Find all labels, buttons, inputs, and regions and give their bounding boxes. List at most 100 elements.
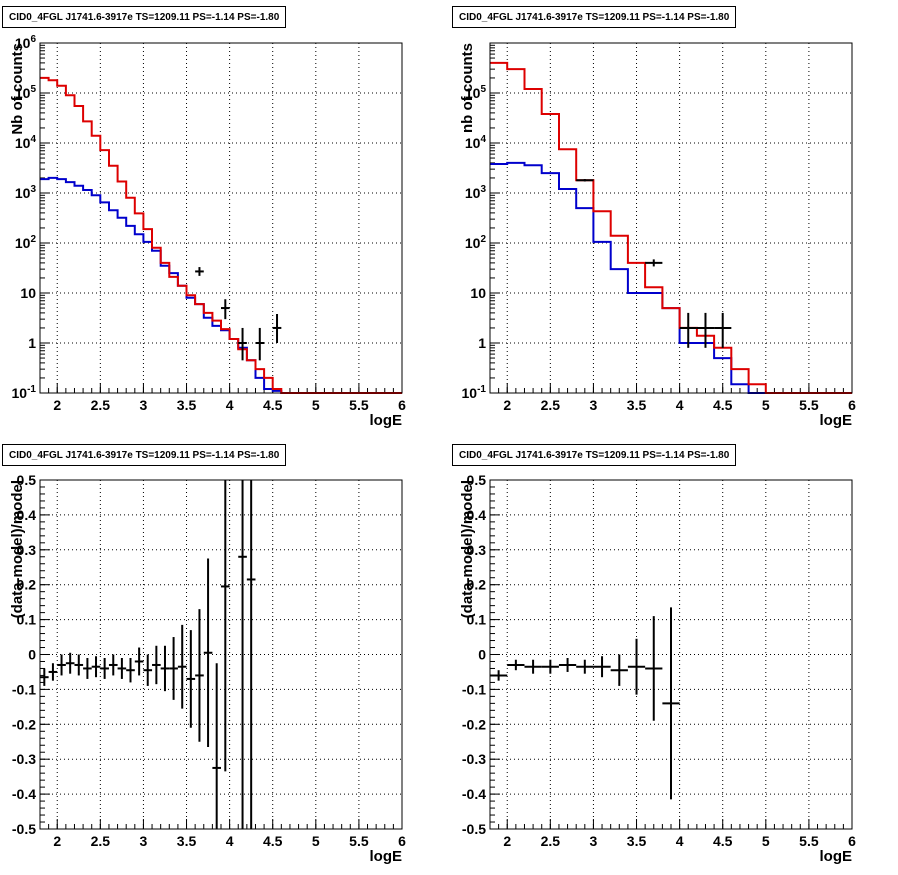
residual-point [645, 616, 663, 721]
y-tick-label: 10 [470, 285, 486, 301]
plot-frame [39, 479, 403, 830]
x-tick-label: 6 [398, 833, 406, 849]
x-tick-label: 3 [590, 397, 598, 413]
x-tick-label: 4.5 [263, 397, 283, 413]
x-tick-label: 2.5 [91, 833, 111, 849]
y-axis-title: nb of counts [459, 43, 476, 133]
plot-title-bottom-right: CID0_4FGL J1741.6-3917e TS=1209.11 PS=-1… [452, 444, 737, 466]
y-tick-label: 10-1 [462, 384, 487, 401]
x-axis-title: logE [820, 848, 853, 865]
x-tick-label: 2.5 [91, 397, 111, 413]
residual-point [221, 480, 230, 772]
y-tick-label: 10-1 [12, 384, 37, 401]
y-tick-label: 10 [20, 285, 36, 301]
y-tick-label: -0.3 [12, 751, 36, 767]
residual-point [246, 480, 256, 829]
y-tick-label: 0.1 [467, 612, 487, 628]
residual-point [203, 558, 213, 747]
y-tick-label: 1 [28, 335, 36, 351]
x-tick-label: 3.5 [177, 397, 197, 413]
residual-point [593, 656, 611, 678]
y-axis-title: Nb of counts [9, 43, 26, 135]
x-tick-label: 5 [312, 397, 320, 413]
plot-frame [39, 42, 403, 394]
data-point [221, 299, 230, 320]
plot-frame [489, 479, 853, 830]
data-point [645, 259, 663, 267]
residual-point [65, 652, 75, 674]
residual-point [169, 637, 178, 700]
histogram-series-1 [490, 61, 852, 394]
data-point [238, 327, 247, 361]
x-tick-label: 5.5 [349, 833, 369, 849]
x-tick-label: 6 [848, 397, 856, 413]
y-tick-label: 0.5 [467, 472, 487, 488]
y-tick-label: 102 [15, 234, 37, 251]
y-tick-label: 0.1 [17, 612, 37, 628]
plot-title-top-right: CID0_4FGL J1741.6-3917e TS=1209.11 PS=-1… [452, 6, 737, 28]
residual-point [627, 638, 646, 695]
residual-point [48, 663, 58, 681]
y-tick-label: 0.4 [467, 507, 487, 523]
x-tick-label: 3.5 [177, 833, 197, 849]
residual-point [524, 659, 542, 674]
y-tick-label: 104 [465, 134, 487, 151]
x-tick-label: 4.5 [713, 833, 733, 849]
x-tick-label: 6 [848, 833, 856, 849]
residual-point [126, 657, 135, 683]
y-tick-label: 0.4 [17, 507, 37, 523]
residual-point [83, 657, 92, 679]
x-tick-label: 6 [398, 397, 406, 413]
histogram-series-0 [490, 161, 852, 394]
residual-point [195, 609, 204, 742]
y-tick-label: 0.3 [17, 542, 37, 558]
residual-point [238, 480, 247, 829]
data-point [272, 314, 282, 343]
x-axis-title: logE [820, 412, 853, 429]
histogram-series-1 [40, 76, 402, 394]
x-tick-label: 3 [140, 833, 148, 849]
x-tick-label: 4 [226, 397, 234, 413]
x-tick-label: 2 [53, 833, 61, 849]
y-tick-label: 104 [15, 134, 37, 151]
residual-point [74, 654, 84, 676]
y-tick-label: 1 [478, 335, 486, 351]
y-tick-label: -0.2 [12, 716, 36, 732]
residual-point [91, 656, 101, 678]
residual-point [134, 647, 144, 676]
residual-point [541, 659, 559, 674]
y-tick-label: 0.2 [467, 577, 487, 593]
y-axis-title: (data-model)/model [9, 480, 26, 618]
residual-point [108, 654, 118, 676]
y-tick-label: 103 [15, 184, 37, 201]
y-tick-label: -0.2 [462, 716, 486, 732]
x-tick-label: 3.5 [627, 397, 647, 413]
data-point [714, 312, 732, 348]
plot-title-top-left: CID0_4FGL J1741.6-3917e TS=1209.11 PS=-1… [2, 6, 287, 28]
x-tick-label: 5 [762, 833, 770, 849]
y-tick-label: -0.5 [12, 821, 36, 837]
x-tick-label: 5 [312, 833, 320, 849]
x-axis-title: logE [370, 848, 403, 865]
x-tick-label: 3 [140, 397, 148, 413]
residual-point [212, 663, 221, 829]
y-tick-label: -0.1 [462, 681, 486, 697]
x-tick-label: 4 [676, 397, 684, 413]
x-tick-label: 4.5 [713, 397, 733, 413]
residual-point [662, 607, 680, 800]
y-tick-label: 0 [28, 647, 36, 663]
residual-point [143, 654, 153, 686]
residual-point [177, 624, 187, 709]
data-point [255, 327, 265, 361]
y-tick-label: -0.4 [462, 786, 486, 802]
residual-point [610, 654, 628, 686]
residual-point [100, 657, 109, 679]
residual-point [40, 668, 49, 686]
plot-title-bottom-left: CID0_4FGL J1741.6-3917e TS=1209.11 PS=-1… [2, 444, 287, 466]
y-tick-label: 0 [478, 647, 486, 663]
x-tick-label: 5.5 [349, 397, 369, 413]
x-tick-label: 2.5 [541, 397, 561, 413]
x-tick-label: 4.5 [263, 833, 283, 849]
y-tick-label: 102 [465, 234, 487, 251]
